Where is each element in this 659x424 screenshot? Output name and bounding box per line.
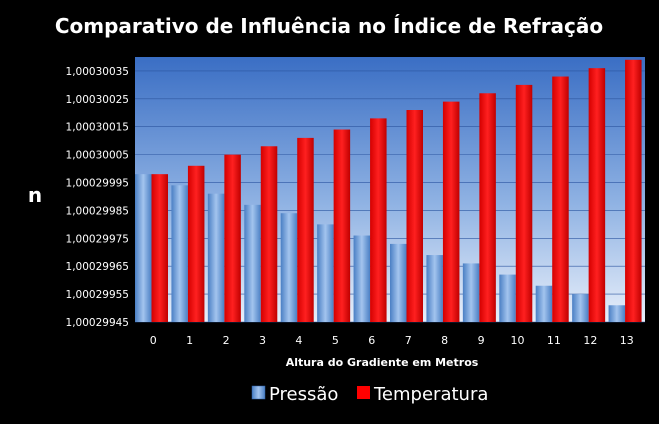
bar-temperatura <box>188 166 205 322</box>
bar-temperatura <box>152 174 169 322</box>
x-tick-label: 2 <box>223 334 230 347</box>
bar-pressao <box>281 213 298 322</box>
bar-temperatura <box>224 155 241 322</box>
y-axis-label: n <box>28 183 42 207</box>
bar-pressao <box>171 185 188 322</box>
y-tick-label: 1,00029975 <box>66 233 129 245</box>
y-tick-label: 1,00029995 <box>66 178 129 190</box>
bar-temperatura <box>407 110 424 322</box>
y-tick-label: 1,00029955 <box>66 289 129 301</box>
x-tick-label: 12 <box>583 334 597 347</box>
bar-temperatura <box>297 138 314 322</box>
bar-temperatura <box>589 68 606 322</box>
bar-pressao <box>609 305 626 322</box>
legend-label-temperatura: Temperatura <box>373 384 488 405</box>
legend-swatch-pressao <box>252 386 265 399</box>
bar-temperatura <box>516 85 533 322</box>
y-tick-label: 1,00030005 <box>66 150 129 162</box>
bar-pressao <box>572 294 589 322</box>
x-axis-label: Altura do Gradiente em Metros <box>286 356 479 369</box>
bar-pressao <box>426 255 443 322</box>
legend-label-pressao: Pressão <box>269 384 338 405</box>
y-tick-label: 1,00029985 <box>66 205 129 217</box>
legend-swatch-temperatura <box>357 386 370 399</box>
bar-temperatura <box>479 93 496 322</box>
bar-temperatura <box>552 77 569 322</box>
x-tick-label: 4 <box>295 334 302 347</box>
legend: Pressão Temperatura <box>252 384 488 405</box>
x-tick-label: 11 <box>547 334 561 347</box>
bar-temperatura <box>261 146 278 322</box>
bar-pressao <box>499 275 516 322</box>
bar-temperatura <box>625 60 642 322</box>
chart-title: Comparativo de Influência no Índice de R… <box>55 14 603 38</box>
x-tick-label: 8 <box>441 334 448 347</box>
bar-temperatura <box>443 102 460 322</box>
x-tick-label: 0 <box>150 334 157 347</box>
y-tick-label: 1,00029965 <box>66 261 129 273</box>
bar-pressao <box>463 263 480 322</box>
bar-temperatura <box>370 118 387 322</box>
bar-pressao <box>390 244 407 322</box>
y-tick-label: 1,00029945 <box>66 317 129 329</box>
bar-pressao <box>135 174 152 322</box>
bar-pressao <box>536 286 553 322</box>
x-tick-label: 5 <box>332 334 339 347</box>
x-tick-label: 6 <box>368 334 375 347</box>
bar-pressao <box>354 236 371 322</box>
x-tick-label: 3 <box>259 334 266 347</box>
bar-temperatura <box>334 130 351 322</box>
y-tick-label: 1,00030035 <box>66 66 129 78</box>
x-axis-ticks: 0 1 2 3 4 5 6 7 8 9 10 11 12 13 <box>150 334 634 347</box>
x-tick-label: 1 <box>186 334 193 347</box>
y-tick-label: 1,00030025 <box>66 94 129 106</box>
y-tick-label: 1,00030015 <box>66 122 129 134</box>
x-tick-label: 7 <box>405 334 412 347</box>
x-tick-label: 9 <box>478 334 485 347</box>
bar-pressao <box>244 205 260 322</box>
bar-pressao <box>317 224 334 322</box>
y-axis-ticks: 1,00029945 1,00029955 1,00029965 1,00029975… <box>66 66 129 329</box>
x-tick-label: 13 <box>620 334 634 347</box>
bar-pressao <box>208 194 225 322</box>
x-tick-label: 10 <box>511 334 525 347</box>
